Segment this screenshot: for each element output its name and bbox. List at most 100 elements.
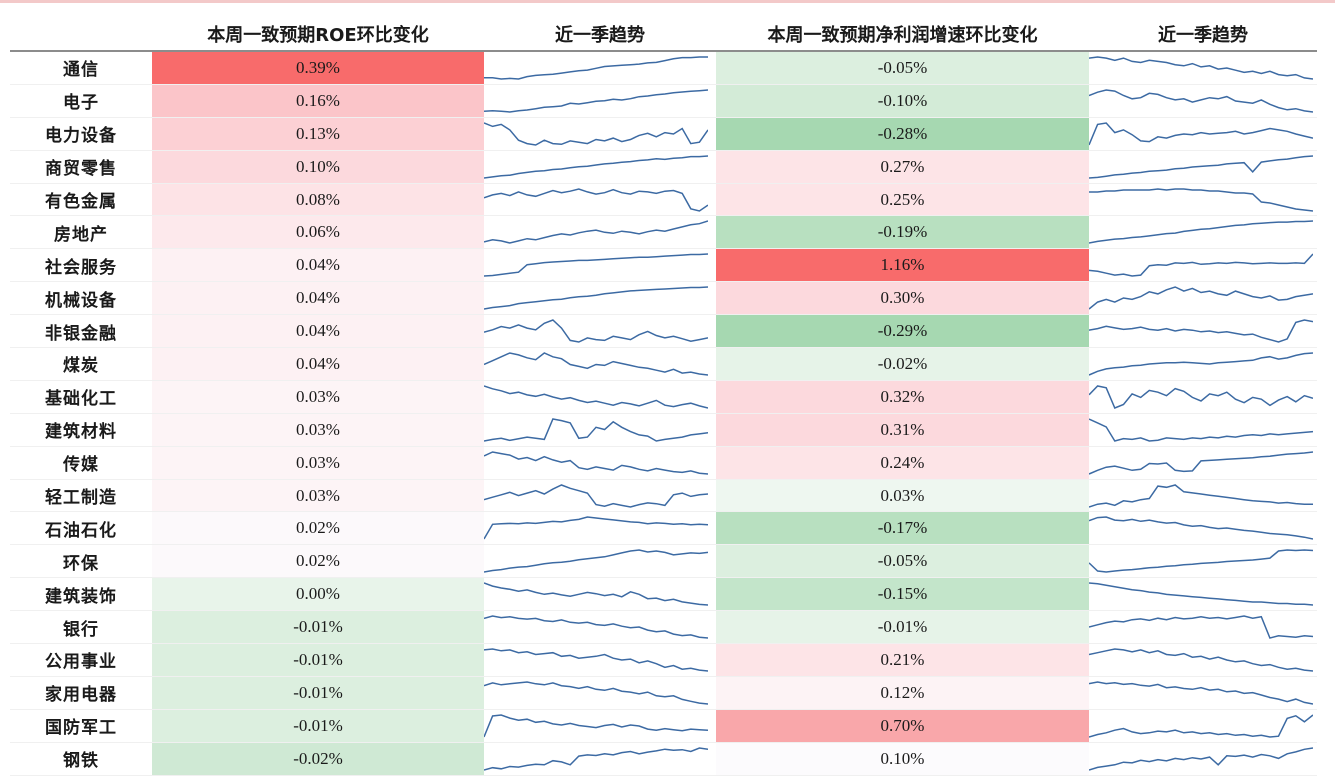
roe-trend-sparkline: [484, 713, 708, 738]
profit-trend-sparkline: [1089, 582, 1313, 606]
roe-trend-sparkline: [484, 89, 708, 113]
roe-trend-cell: [484, 709, 716, 743]
roe-trend-sparkline: [484, 253, 708, 278]
sparkline-path: [484, 615, 708, 639]
profit-trend-cell: [1089, 347, 1317, 381]
industry-name: 电力设备: [10, 117, 152, 151]
table-row: 国防军工 -0.01% 0.70%: [10, 709, 1317, 743]
profit-growth-change-cell: -0.29%: [716, 314, 1089, 349]
sparkline-path: [1089, 154, 1313, 179]
profit-trend-cell: [1089, 215, 1317, 250]
sparkline-path: [1089, 450, 1313, 475]
roe-trend-cell: [484, 183, 716, 217]
roe-trend-cell: [484, 577, 716, 612]
sparkline-path: [484, 56, 708, 80]
table-row: 电子 0.16% -0.10%: [10, 84, 1317, 118]
roe-trend-cell: [484, 511, 716, 546]
profit-trend-cell: [1089, 314, 1317, 349]
header-roe-trend: 近一季趋势: [484, 17, 716, 52]
roe-trend-sparkline: [484, 417, 708, 442]
table-row: 商贸零售 0.10% 0.27%: [10, 150, 1317, 184]
profit-trend-cell: [1089, 150, 1317, 184]
roe-change-cell: 0.03%: [152, 446, 484, 480]
profit-trend-cell: [1089, 643, 1317, 677]
sparkline-path: [1089, 615, 1313, 639]
table-row: 机械设备 0.04% 0.30%: [10, 281, 1317, 316]
sparkline-path: [1089, 516, 1313, 541]
table-row: 社会服务 0.04% 1.16%: [10, 248, 1317, 283]
table-row: 环保 0.02% -0.05%: [10, 544, 1317, 579]
sparkline-path: [1089, 483, 1313, 508]
profit-growth-change-cell: 0.30%: [716, 281, 1089, 316]
industry-name: 环保: [10, 544, 152, 579]
roe-change-cell: 0.04%: [152, 347, 484, 381]
table-row: 石油石化 0.02% -0.17%: [10, 511, 1317, 546]
roe-trend-cell: [484, 281, 716, 316]
roe-trend-cell: [484, 51, 716, 85]
profit-growth-change-cell: 0.32%: [716, 380, 1089, 414]
profit-trend-cell: [1089, 511, 1317, 546]
sparkline-path: [484, 582, 708, 606]
sparkline-path: [484, 648, 708, 672]
profit-trend-sparkline: [1089, 253, 1313, 278]
sparkline-path: [484, 713, 708, 738]
table-row: 电力设备 0.13% -0.28%: [10, 117, 1317, 151]
sparkline-path: [484, 417, 708, 442]
roe-change-cell: 0.39%: [152, 51, 484, 85]
sparkline-path: [1089, 352, 1313, 376]
sparkline-path: [1089, 714, 1313, 738]
sparkline-path: [1089, 549, 1313, 574]
profit-growth-change-cell: 0.70%: [716, 709, 1089, 743]
roe-trend-sparkline: [484, 516, 708, 540]
sparkline-path: [1089, 319, 1313, 343]
roe-trend-sparkline: [484, 648, 708, 672]
roe-change-cell: 0.08%: [152, 183, 484, 217]
roe-trend-cell: [484, 215, 716, 250]
sparkline-path: [484, 187, 708, 212]
table-row: 房地产 0.06% -0.19%: [10, 215, 1317, 250]
profit-trend-sparkline: [1089, 352, 1313, 376]
industry-name: 基础化工: [10, 380, 152, 414]
profit-trend-sparkline: [1089, 549, 1313, 574]
roe-change-cell: -0.01%: [152, 676, 484, 710]
top-divider: [0, 0, 1335, 3]
roe-trend-sparkline: [484, 319, 708, 343]
roe-change-cell: 0.02%: [152, 544, 484, 579]
sparkline-path: [484, 253, 708, 278]
roe-trend-cell: [484, 248, 716, 283]
roe-trend-sparkline: [484, 122, 708, 146]
profit-trend-sparkline: [1089, 648, 1313, 672]
industry-name: 煤炭: [10, 347, 152, 381]
sparkline-path: [484, 286, 708, 310]
industry-name: 轻工制造: [10, 479, 152, 513]
roe-change-cell: 0.04%: [152, 248, 484, 283]
roe-trend-cell: [484, 544, 716, 579]
table-row: 轻工制造 0.03% 0.03%: [10, 479, 1317, 513]
industry-change-table: 本周一致预期ROE环比变化 近一季趋势 本周一致预期净利润增速环比变化 近一季趋…: [10, 17, 1317, 776]
sparkline-path: [1089, 582, 1313, 606]
roe-trend-sparkline: [484, 582, 708, 606]
sparkline-path: [484, 352, 708, 376]
profit-trend-cell: [1089, 610, 1317, 645]
profit-growth-change-cell: 0.21%: [716, 643, 1089, 677]
profit-growth-change-cell: -0.19%: [716, 215, 1089, 250]
profit-trend-cell: [1089, 248, 1317, 283]
roe-trend-sparkline: [484, 615, 708, 639]
table-row: 有色金属 0.08% 0.25%: [10, 183, 1317, 217]
roe-trend-cell: [484, 150, 716, 184]
sparkline-path: [1089, 220, 1313, 245]
profit-trend-sparkline: [1089, 89, 1313, 113]
sparkline-path: [484, 89, 708, 113]
profit-growth-change-cell: 0.24%: [716, 446, 1089, 480]
profit-trend-sparkline: [1089, 450, 1313, 475]
industry-name: 非银金融: [10, 314, 152, 349]
roe-change-cell: 0.02%: [152, 511, 484, 546]
roe-change-cell: -0.01%: [152, 643, 484, 677]
table-row: 传媒 0.03% 0.24%: [10, 446, 1317, 480]
sparkline-path: [1089, 681, 1313, 705]
header-profit-trend: 近一季趋势: [1089, 17, 1317, 52]
roe-change-cell: 0.03%: [152, 479, 484, 513]
table-body: 通信 0.39% -0.05% 电子 0.16% -0.10% 电力设备 0.13% -0.28…: [10, 51, 1317, 776]
profit-trend-cell: [1089, 117, 1317, 151]
roe-trend-sparkline: [484, 352, 708, 376]
